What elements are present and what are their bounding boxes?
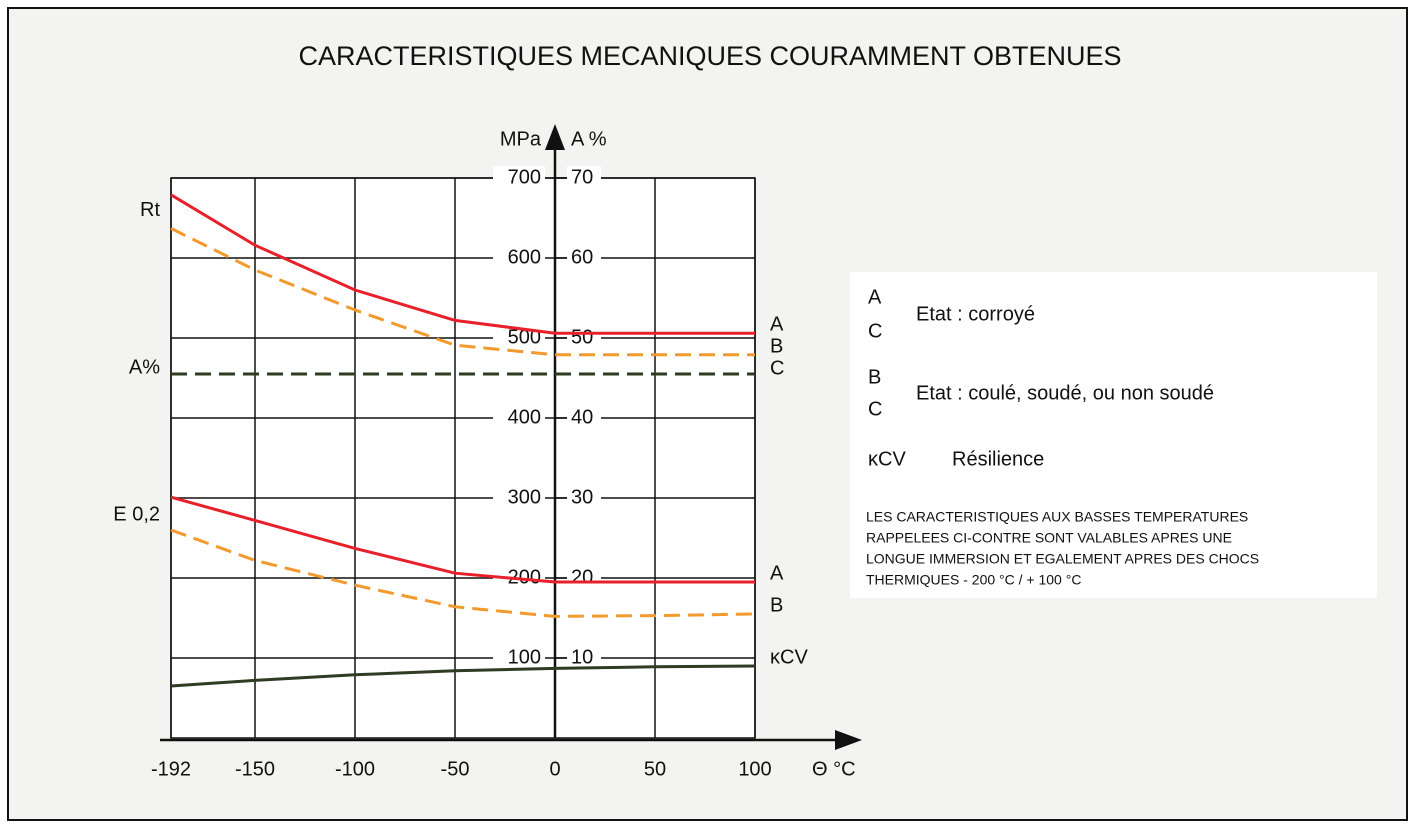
series-end-label: A bbox=[770, 313, 784, 335]
x-tick-label: -50 bbox=[441, 758, 470, 780]
y-tick-label: 700 bbox=[508, 166, 541, 188]
series-end-label: C bbox=[770, 357, 784, 379]
y-tick-label: 100 bbox=[508, 646, 541, 668]
label-bg bbox=[493, 646, 545, 670]
note-line: LONGUE IMMERSION ET EGALEMENT APRES DES … bbox=[866, 551, 1259, 567]
y2-tick-label: 70 bbox=[571, 166, 593, 188]
x-axis-arrow bbox=[835, 730, 862, 750]
plot-area bbox=[170, 177, 756, 739]
legend-text: Etat : corroyé bbox=[916, 303, 1035, 325]
y-tick-label: 600 bbox=[508, 246, 541, 268]
note-line: RAPPELEES CI-CONTRE SONT VALABLES APRES … bbox=[866, 530, 1232, 546]
y-axis-label: MPa bbox=[500, 128, 542, 150]
curve-label: Rt bbox=[140, 199, 160, 221]
x-tick-label: -100 bbox=[335, 758, 375, 780]
label-bg bbox=[493, 166, 545, 190]
x-axis-label: Θ °C bbox=[812, 758, 856, 780]
line-series bbox=[170, 664, 756, 688]
legend-code: A bbox=[868, 286, 882, 308]
curve-label: A% bbox=[129, 356, 160, 378]
label-bg bbox=[567, 166, 601, 190]
legend-text: Etat : coulé, soudé, ou non soudé bbox=[916, 382, 1214, 404]
series-end-label: A bbox=[770, 562, 784, 584]
x-tick-label: -192 bbox=[151, 758, 191, 780]
curve-label: E 0,2 bbox=[113, 503, 160, 525]
legend-code: B bbox=[868, 366, 881, 388]
chart-title: CARACTERISTIQUES MECANIQUES COURAMMENT O… bbox=[298, 41, 1121, 71]
y2-tick-label: 10 bbox=[571, 646, 593, 668]
label-bg bbox=[567, 246, 601, 270]
legend-code: κCV bbox=[868, 448, 906, 470]
x-tick-label: 0 bbox=[549, 758, 560, 780]
label-bg bbox=[567, 326, 601, 350]
label-bg bbox=[567, 486, 601, 510]
line-series bbox=[170, 193, 755, 335]
y-tick-label: 300 bbox=[508, 486, 541, 508]
legend-code: C bbox=[868, 320, 882, 342]
series-end-label: κCV bbox=[770, 646, 808, 668]
series-end-label: B bbox=[770, 335, 783, 357]
y2-tick-label: 20 bbox=[571, 566, 593, 588]
label-bg bbox=[567, 646, 601, 670]
line-series bbox=[170, 227, 755, 357]
y2-tick-label: 30 bbox=[571, 486, 593, 508]
legend-text: Résilience bbox=[952, 448, 1044, 470]
y-tick-label: 400 bbox=[508, 406, 541, 428]
label-bg bbox=[493, 406, 545, 430]
note-line: THERMIQUES - 200 °C / + 100 °C bbox=[866, 572, 1081, 588]
x-tick-label: 50 bbox=[644, 758, 666, 780]
x-tick-label: -150 bbox=[235, 758, 275, 780]
label-bg bbox=[493, 246, 545, 270]
note-line: LES CARACTERISTIQUES AUX BASSES TEMPERAT… bbox=[866, 509, 1248, 525]
label-bg bbox=[567, 566, 601, 590]
label-bg bbox=[567, 406, 601, 430]
legend-code: C bbox=[868, 398, 882, 420]
y-tick-label: 200 bbox=[508, 566, 541, 588]
y2-axis-label: A % bbox=[571, 128, 607, 150]
legend-box bbox=[850, 272, 1377, 598]
line-series bbox=[170, 495, 755, 584]
x-tick-label: 100 bbox=[738, 758, 771, 780]
y-axis-arrow bbox=[545, 124, 565, 150]
label-bg bbox=[493, 486, 545, 510]
y2-tick-label: 40 bbox=[571, 406, 593, 428]
y2-tick-label: 50 bbox=[571, 326, 593, 348]
line-series bbox=[170, 528, 756, 618]
series-end-label: B bbox=[770, 594, 783, 616]
y2-tick-label: 60 bbox=[571, 246, 593, 268]
